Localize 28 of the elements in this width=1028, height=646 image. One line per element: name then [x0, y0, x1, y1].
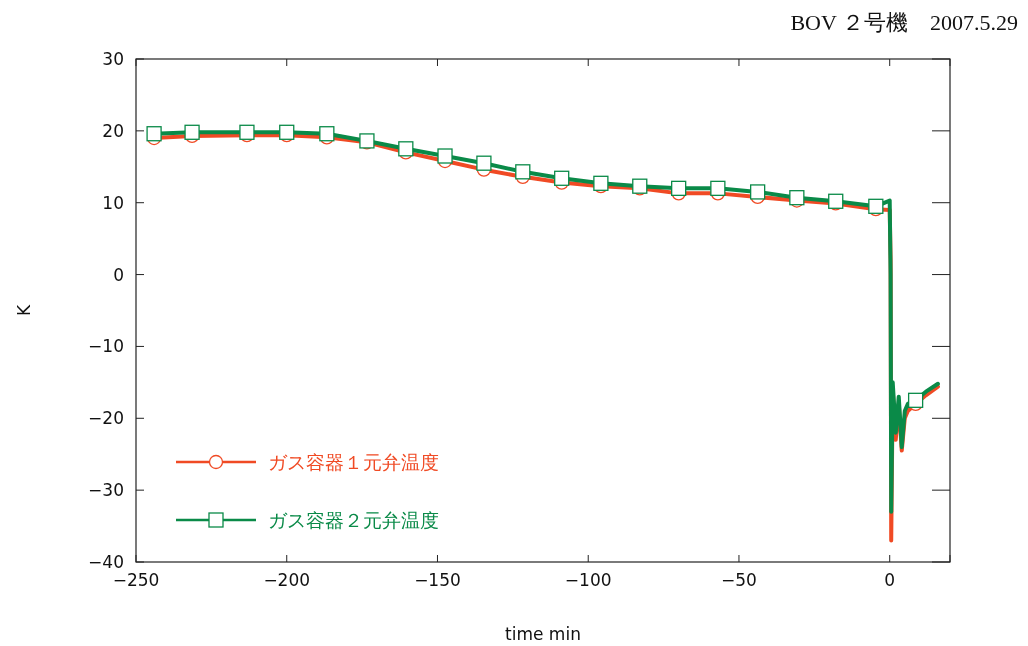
point — [476, 155, 492, 171]
point — [437, 148, 453, 164]
y-tick-label: 30 — [102, 49, 124, 69]
x-tick-label: −250 — [112, 570, 160, 590]
x-tick-label: −150 — [414, 570, 461, 590]
x-tick-label: −200 — [263, 570, 311, 590]
y-axis-title: K — [14, 304, 34, 317]
point — [750, 184, 766, 200]
x-tick-label: −50 — [721, 570, 757, 590]
y-tick-label: −40 — [88, 552, 124, 572]
y-tick-label: 0 — [113, 264, 124, 285]
legend-label: ガス容器２元弁温度 — [268, 509, 439, 531]
y-tick-label: −10 — [88, 336, 124, 357]
legend-label: ガス容器１元弁温度 — [268, 451, 439, 473]
x-axis-title: time min — [505, 624, 581, 644]
x-tick-label: 0 — [884, 570, 896, 590]
point — [146, 126, 162, 142]
chart-title: BOV ２号機 2007.5.29 — [790, 10, 1018, 35]
y-tick-label: 20 — [102, 120, 124, 141]
point — [671, 180, 687, 196]
y-tick-label: 10 — [102, 192, 124, 213]
point — [515, 164, 531, 180]
y-tick-label: −30 — [88, 480, 124, 501]
y-tick-label: −20 — [88, 408, 124, 429]
point — [710, 180, 726, 196]
point — [398, 141, 414, 157]
x-tick-label: −100 — [564, 570, 612, 590]
point — [554, 170, 570, 186]
